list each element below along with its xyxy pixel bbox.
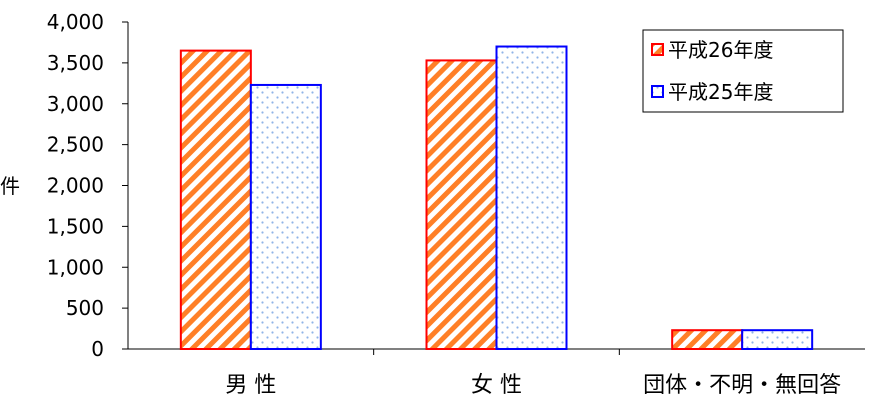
bar-h25-0 — [251, 85, 321, 349]
legend-label-2013: 平成25年度 — [668, 80, 773, 104]
y-tick-label: 0 — [91, 337, 104, 361]
legend: 平成26年度 平成25年度 — [643, 30, 843, 112]
y-tick-label: 4,000 — [47, 10, 104, 34]
y-ticks: 0 500 1,000 1,500 2,000 2,500 3,000 3,500 4,000 — [47, 10, 128, 361]
legend-label-2014: 平成26年度 — [668, 38, 773, 62]
bar-h25-2 — [742, 330, 812, 349]
y-tick-label: 1,000 — [47, 255, 104, 279]
legend-swatch-2013-icon — [652, 86, 663, 97]
y-tick-label: 2,500 — [47, 133, 104, 157]
y-tick-label: 500 — [66, 296, 104, 320]
y-tick-label: 3,000 — [47, 92, 104, 116]
bar-h26-2 — [672, 330, 742, 349]
legend-swatch-2014-icon — [652, 44, 663, 55]
y-tick-label: 1,500 — [47, 214, 104, 238]
y-tick-label: 2,000 — [47, 174, 104, 198]
category-label: 女 性 — [471, 373, 522, 398]
bar-h26-1 — [427, 60, 497, 349]
category-label: 団体・不明・無回答 — [643, 373, 841, 398]
bar-h26-0 — [181, 51, 251, 349]
y-axis-unit-label: 件 — [0, 174, 20, 198]
category-labels: 男 性 女 性 団体・不明・無回答 — [225, 373, 841, 398]
bar-h25-1 — [497, 47, 567, 349]
category-label: 男 性 — [225, 373, 276, 398]
y-tick-label: 3,500 — [47, 51, 104, 75]
